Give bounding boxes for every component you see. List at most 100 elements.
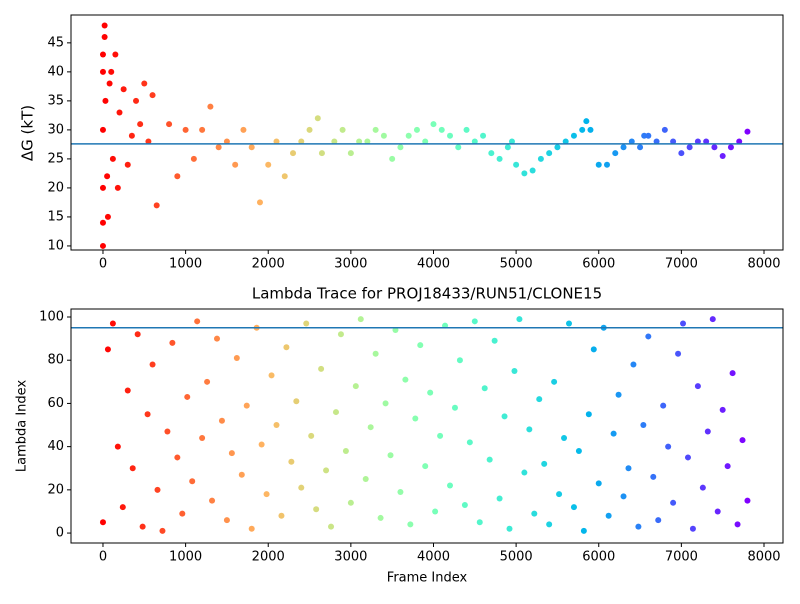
data-point [204,378,211,385]
data-point [104,173,111,180]
data-point [541,460,548,467]
data-point [675,350,682,357]
data-point [119,504,126,511]
data-point [660,402,667,409]
data-point [189,478,196,485]
data-point [595,161,602,168]
y-tick-label: 100 [39,309,64,324]
data-point [112,51,119,58]
y-tick-label: 35 [47,93,64,108]
data-point [580,527,587,534]
data-point [303,320,310,327]
x-tick-label: 4000 [417,550,450,565]
data-point [645,333,652,340]
data-point [556,491,563,498]
data-point [516,316,523,323]
x-tick-label: 2000 [252,550,285,565]
data-point [99,68,106,75]
data-point [101,22,108,29]
data-point [129,465,136,472]
data-point [380,132,387,139]
data-point [645,132,652,139]
data-point [699,484,706,491]
data-point [109,320,116,327]
data-point [689,525,696,532]
data-point [536,396,543,403]
data-point [174,454,181,461]
data-point [704,428,711,435]
data-point [456,357,463,364]
data-point [144,411,151,418]
data-point [141,80,148,87]
data-point [570,504,577,511]
data-point [99,184,106,191]
data-point [709,316,716,323]
data-point [233,355,240,362]
data-point [432,508,439,515]
data-point [256,199,263,206]
data-point [120,86,127,93]
data-point [537,155,544,162]
data-point [684,454,691,461]
y-tick-label: 10 [47,238,64,253]
data-point [575,447,582,454]
data-point [486,456,493,463]
data-point [488,150,495,157]
y-tick-label: 30 [47,122,64,137]
data-point [116,109,123,116]
data-point [331,138,338,145]
x-tick-label: 6000 [582,550,615,565]
x-tick-label: 1000 [169,257,202,272]
data-point [99,219,106,226]
y-tick-label: 20 [47,180,64,195]
data-point [218,417,225,424]
data-point [407,521,414,528]
y-tick-label: 25 [47,151,64,166]
data-point [481,385,488,392]
data-point [480,132,487,139]
data-point [511,368,518,375]
axes-frame [70,14,784,251]
y-tick-label: 60 [47,396,64,411]
data-point [382,400,389,407]
x-tick-label: 8000 [747,550,780,565]
data-point [298,138,305,145]
data-point [531,510,538,517]
data-point [99,242,106,249]
data-point [337,331,344,338]
data-point [273,422,280,429]
data-point [182,126,189,133]
y-tick-label: 40 [47,64,64,79]
data-point [232,161,239,168]
data-point [174,173,181,180]
data-point [521,170,528,177]
data-point [405,132,412,139]
data-point [466,439,473,446]
data-point [134,331,141,338]
data-point [562,138,569,145]
data-point [137,121,144,128]
data-point [332,409,339,416]
data-point [179,510,186,517]
data-point [628,138,635,145]
y-axis-label: Lambda Index [15,380,30,473]
data-point [447,482,454,489]
data-point [714,508,721,515]
data-point [184,393,191,400]
data-point [739,437,746,444]
data-point [595,480,602,487]
x-tick-label: 0 [99,550,107,565]
data-point [727,144,734,151]
data-point [238,471,245,478]
data-point [397,489,404,496]
data-point [298,484,305,491]
data-point [159,527,166,534]
data-point [99,51,106,58]
data-point [590,346,597,353]
x-tick-label: 4000 [417,257,450,272]
data-point [209,497,216,504]
data-point [190,155,197,162]
data-point [149,361,156,368]
data-point [734,521,741,528]
